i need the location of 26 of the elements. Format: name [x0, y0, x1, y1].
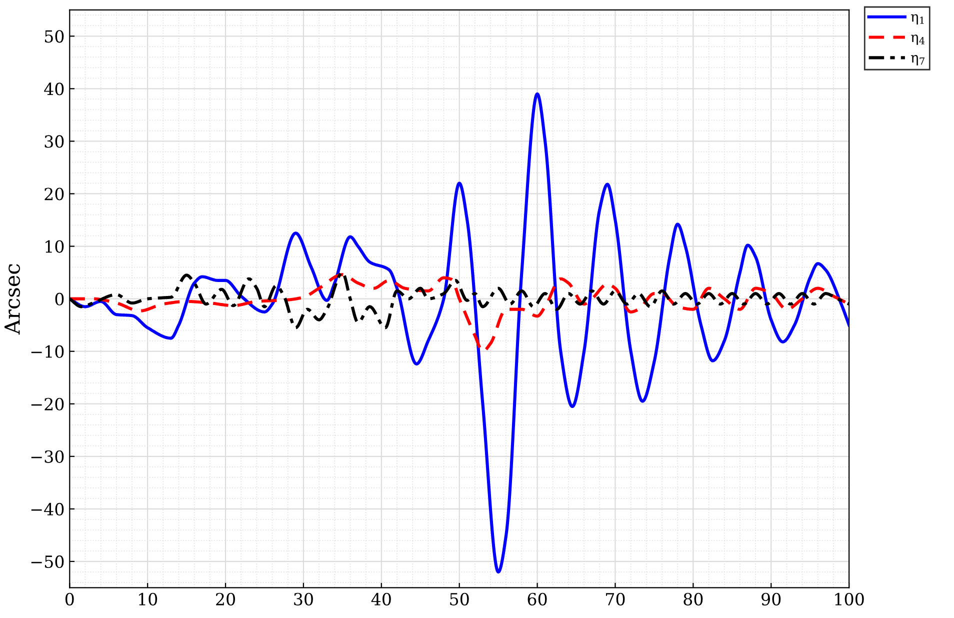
x-tick-label: 60	[528, 592, 547, 606]
y-tick-label: 20	[44, 188, 64, 200]
x-tick-label: 70	[606, 592, 625, 606]
y-tick-label: −40	[31, 502, 64, 516]
y-tick-label: −10	[31, 345, 64, 358]
y-tick-label: 40	[44, 82, 64, 96]
x-tick-label: 100	[835, 592, 864, 606]
y-tick-label: 0	[55, 292, 64, 306]
legend-label: η$_{4}$	[910, 34, 925, 45]
y-tick-label: 10	[46, 240, 64, 253]
x-tick-label: 20	[216, 592, 236, 606]
y-tick-label: −30	[31, 450, 64, 463]
x-tick-label: 0	[65, 592, 74, 606]
x-tick-label: 50	[450, 592, 469, 606]
x-tick-label: 80	[684, 592, 703, 606]
y-tick-label: −20	[31, 398, 64, 410]
y-tick-label: 30	[44, 135, 64, 148]
y-tick-label: −50	[31, 555, 64, 568]
legend-label: η$_{7}$	[910, 55, 924, 66]
y-axis-title: Arcsec	[4, 264, 20, 335]
x-tick-label: 40	[371, 592, 391, 606]
y-tick-label: 50	[44, 30, 64, 43]
legend-label: η$_{1}$	[910, 14, 924, 25]
x-tick-label: 30	[294, 592, 313, 606]
x-tick-label: 10	[139, 592, 158, 606]
x-tick-label: 90	[762, 592, 781, 606]
